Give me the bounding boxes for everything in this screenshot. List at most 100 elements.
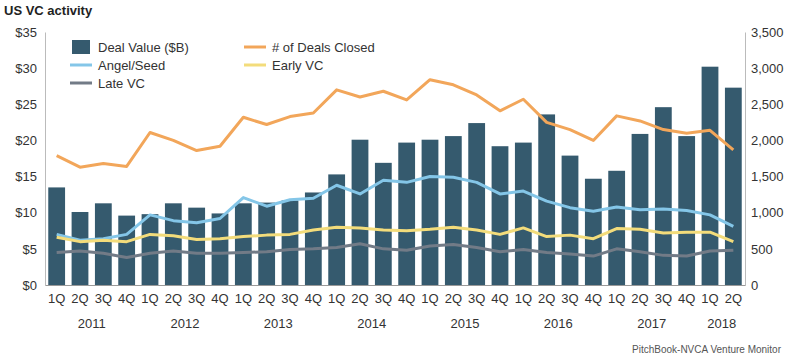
tick-label: $25: [15, 97, 37, 112]
tick-label: 1Q: [235, 291, 252, 306]
legend-label: Early VC: [272, 58, 323, 73]
tick: $15: [15, 169, 45, 184]
group-label: 2012: [171, 316, 200, 331]
tick: 4Q: [585, 285, 602, 306]
bar: [212, 213, 229, 285]
axis-line: [46, 285, 746, 286]
x-axis: 1Q 2Q 3Q 4Q 1Q 2Q 3Q 4Q 1Q 2Q 3Q 4Q 1Q 2Q 3Q 4Q 1Q 2Q 3Q 4Q…: [46, 285, 746, 306]
tick-label: 2,000: [751, 133, 784, 148]
tick: 1Q: [328, 285, 345, 306]
bar: [72, 212, 89, 285]
tick: 2Q: [631, 285, 648, 306]
tick-label: 1Q: [421, 291, 438, 306]
bar: [445, 136, 462, 285]
tick-label: $5: [23, 242, 37, 257]
tick: 2Q: [725, 285, 742, 306]
legend-swatch: [70, 64, 92, 67]
tick-label: 4Q: [585, 291, 602, 306]
group-label: 2013: [264, 316, 293, 331]
bar: [562, 156, 579, 285]
bar: [585, 179, 602, 285]
group-label: 2016: [544, 316, 573, 331]
bar: [328, 174, 345, 285]
tick-label: 0: [751, 278, 758, 293]
tick: 2Q: [165, 285, 182, 306]
tick: 2,000: [745, 133, 784, 148]
tick-label: 3Q: [281, 291, 298, 306]
line: [57, 80, 734, 167]
tick: $0: [23, 278, 45, 293]
category-groups: 20112012201320142015201620172018: [78, 316, 736, 331]
tick-label: 1Q: [328, 291, 345, 306]
tick-label: 4Q: [398, 291, 415, 306]
legend-label: # of Deals Closed: [272, 40, 375, 55]
line: [57, 227, 734, 241]
legend-swatch: [72, 40, 90, 54]
legend-label: Angel/Seed: [98, 58, 165, 73]
tick-label: 2Q: [631, 291, 648, 306]
tick-label: 4Q: [211, 291, 228, 306]
tick: $30: [15, 61, 45, 76]
tick: 1Q: [48, 285, 65, 306]
tick-label: 1Q: [141, 291, 158, 306]
tick-label: $20: [15, 133, 37, 148]
tick: 1,500: [745, 169, 784, 184]
bar: [258, 203, 275, 285]
tick-label: $15: [15, 169, 37, 184]
tick: 2Q: [351, 285, 368, 306]
bar: [282, 200, 299, 285]
tick-label: $0: [23, 278, 37, 293]
legend-item: Late VC: [70, 76, 145, 91]
tick-label: 1,000: [751, 205, 784, 220]
tick: 1Q: [701, 285, 718, 306]
tick-label: 2Q: [71, 291, 88, 306]
bar: [118, 216, 135, 285]
line: [57, 244, 734, 258]
bar: [95, 203, 112, 285]
bar: [165, 203, 182, 285]
tick-label: 3Q: [95, 291, 112, 306]
tick-label: 1Q: [608, 291, 625, 306]
tick-label: 2Q: [351, 291, 368, 306]
tick-label: 3Q: [468, 291, 485, 306]
bar: [188, 208, 205, 285]
plot-area: [48, 67, 741, 285]
group-label: 2015: [451, 316, 480, 331]
group-label: 2011: [78, 316, 106, 331]
tick: 1Q: [235, 285, 252, 306]
tick: 2,500: [745, 97, 784, 112]
group-label: 2017: [637, 316, 666, 331]
tick: 1Q: [515, 285, 532, 306]
tick: 3Q: [375, 285, 392, 306]
legend-item: Early VC: [244, 58, 323, 73]
tick: 4Q: [678, 285, 695, 306]
tick: 1Q: [608, 285, 625, 306]
title: US VC activity: [4, 3, 93, 18]
tick: 1,000: [745, 205, 784, 220]
legend-item: # of Deals Closed: [244, 40, 375, 55]
bar: [492, 146, 509, 285]
legend-swatch: [70, 82, 92, 85]
tick: 3Q: [655, 285, 672, 306]
tick-label: 4Q: [118, 291, 135, 306]
tick: 500: [745, 242, 773, 257]
tick: 3,500: [745, 25, 784, 40]
tick-label: 4Q: [305, 291, 322, 306]
tick-label: 2Q: [538, 291, 555, 306]
tick-label: 3,500: [751, 25, 784, 40]
tick: $5: [23, 242, 45, 257]
tick-label: 3Q: [188, 291, 205, 306]
legend-item: Deal Value ($B): [72, 40, 189, 55]
tick: 3Q: [281, 285, 298, 306]
y-axis: $0$5$10$15$20$25$30$35: [15, 25, 45, 293]
legend-swatch: [244, 64, 266, 67]
legend-item: Angel/Seed: [70, 58, 165, 73]
tick: 3,000: [745, 61, 784, 76]
bar: [515, 143, 532, 285]
tick: 1Q: [141, 285, 158, 306]
bar: [142, 214, 159, 285]
tick: 4Q: [491, 285, 508, 306]
tick: 1Q: [421, 285, 438, 306]
tick-label: 3Q: [655, 291, 672, 306]
legend-label: Late VC: [98, 76, 145, 91]
